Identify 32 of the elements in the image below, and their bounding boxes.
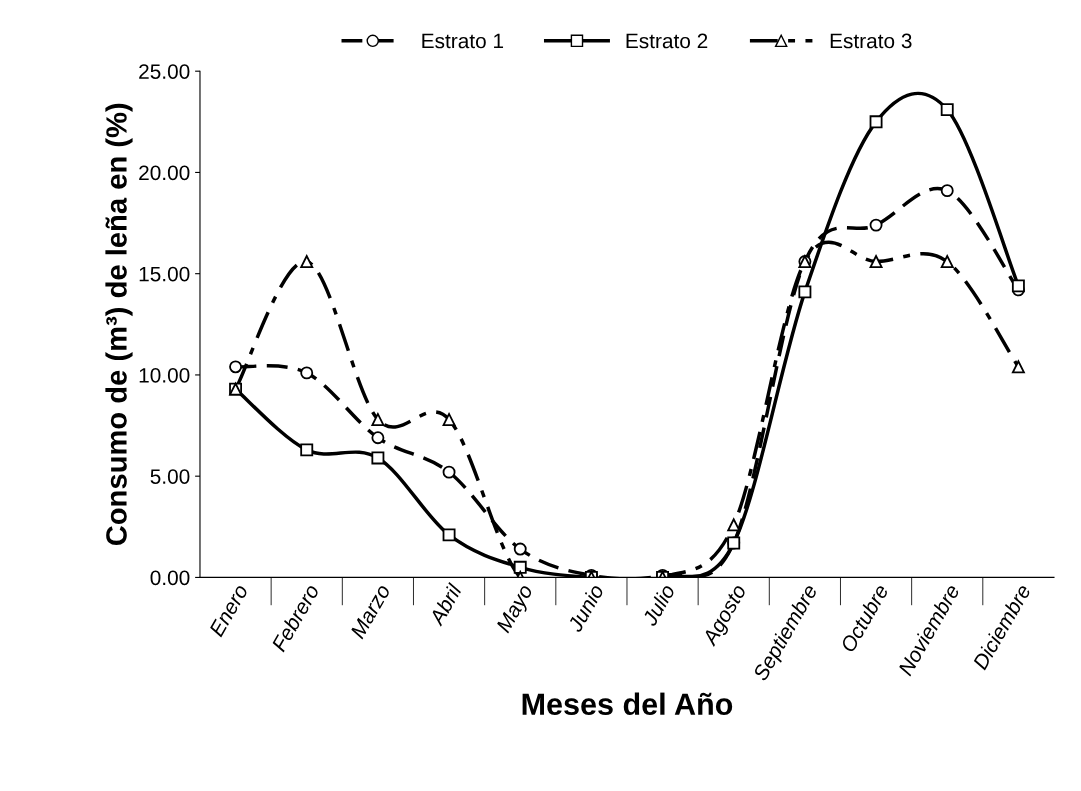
point — [727, 518, 741, 532]
point — [442, 528, 456, 542]
y-tick-label: 15.00 — [139, 266, 190, 282]
x-axis-title: Meses del Año — [522, 692, 733, 716]
y-tick-label: 20.00 — [139, 165, 190, 181]
y-tick-label: 5.00 — [150, 469, 190, 484]
point — [442, 413, 456, 426]
point — [513, 560, 527, 574]
point — [229, 360, 243, 374]
legend-label: Estrato 1 — [422, 33, 504, 49]
point — [940, 255, 954, 268]
point — [869, 218, 883, 232]
y-tick-label: 0.00 — [150, 570, 190, 586]
point — [727, 536, 741, 550]
legend-label: Estrato 2 — [626, 33, 708, 49]
point — [869, 115, 883, 129]
point — [940, 184, 954, 198]
point — [371, 451, 385, 465]
y-axis-title: Consumo de (m³) de leña en (%) — [105, 103, 133, 546]
point — [513, 542, 527, 556]
y-tick-label: 25.00 — [139, 64, 190, 79]
point — [300, 255, 314, 268]
point — [1011, 360, 1025, 374]
point — [442, 465, 456, 479]
point — [1011, 279, 1025, 293]
point — [300, 443, 314, 457]
y-tick-label: 10.00 — [139, 367, 190, 383]
point — [371, 431, 385, 445]
legend-label: Estrato 3 — [830, 33, 912, 49]
point — [798, 285, 812, 299]
point — [940, 103, 954, 117]
point — [300, 366, 314, 380]
